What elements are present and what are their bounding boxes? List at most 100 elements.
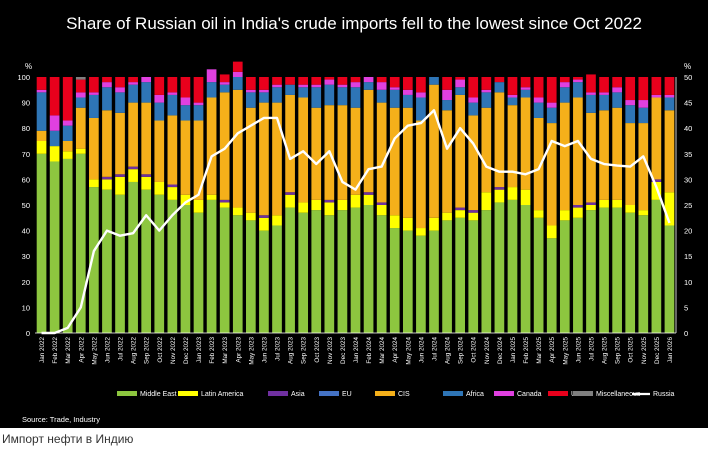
x-tick-label: Jun 2023 — [261, 337, 268, 363]
bar-africa — [429, 77, 439, 85]
bar-usa — [507, 77, 518, 95]
left-tick-label: 70 — [22, 150, 30, 159]
bar-latin-america — [546, 225, 557, 239]
bar-canada — [559, 82, 570, 88]
bar-cis — [89, 117, 99, 180]
bar-africa — [612, 92, 622, 108]
x-tick-label: Mar 2025 — [536, 337, 543, 364]
bar-cis — [337, 105, 348, 200]
bar-usa — [75, 79, 86, 93]
bar-middle-east — [429, 230, 439, 333]
bar-cis — [36, 130, 47, 141]
bar-latin-america — [494, 189, 505, 203]
bar-africa — [115, 92, 125, 113]
x-tick-label: Sep 2025 — [615, 337, 622, 364]
bar-latin-america — [416, 228, 426, 236]
bar-middle-east — [389, 228, 400, 333]
bar-canada — [442, 89, 452, 101]
right-tick-label: 30 — [684, 175, 692, 184]
bar-africa — [154, 102, 165, 121]
bar-africa — [507, 97, 518, 106]
bar-africa — [376, 89, 387, 103]
bar-usa — [232, 61, 243, 72]
bar-canada — [36, 89, 47, 93]
bar-cis — [442, 110, 452, 213]
right-tick-label: 25 — [684, 201, 692, 210]
bar-africa — [468, 102, 479, 116]
bar-latin-america — [311, 199, 322, 211]
bar-africa — [337, 87, 348, 106]
bar-middle-east — [376, 215, 387, 333]
left-tick-label: 20 — [22, 278, 30, 287]
bar-canada — [272, 84, 282, 88]
bar-latin-america — [62, 151, 73, 159]
legend-label: Africa — [466, 391, 484, 398]
bar-canada — [298, 84, 309, 88]
x-tick-label: Dec 2025 — [654, 337, 661, 364]
bar-usa — [533, 77, 544, 98]
bar-miscellaneous — [75, 77, 86, 80]
bar-latin-america — [337, 199, 348, 211]
bar-latin-america — [559, 210, 570, 221]
bar-africa — [167, 94, 178, 116]
bar-cis — [402, 107, 413, 218]
x-tick-label: Sep 2023 — [301, 337, 308, 364]
bar-canada — [533, 97, 544, 103]
x-tick-label: May 2023 — [248, 337, 255, 365]
bar-middle-east — [311, 210, 322, 333]
right-tick-label: 0 — [684, 329, 688, 338]
bar-asia — [324, 199, 335, 203]
bar-cis — [311, 107, 322, 200]
legend-swatch-cis — [375, 391, 395, 396]
left-tick-label: 60 — [22, 175, 30, 184]
line-russia — [41, 109, 671, 335]
bar-cis — [128, 102, 138, 167]
bar-africa — [586, 94, 596, 113]
bar-usa — [376, 77, 387, 83]
bar-latin-america — [259, 217, 269, 231]
image-caption: Импорт нефти в Индию — [2, 432, 134, 446]
bar-usa — [468, 77, 479, 98]
bar-usa — [324, 77, 335, 80]
bar-usa — [272, 77, 282, 85]
x-tick-label: Dec 2024 — [497, 337, 504, 364]
bar-africa — [599, 94, 609, 111]
x-tick-label: Apr 2022 — [78, 337, 85, 363]
bar-cis — [180, 120, 191, 195]
bar-middle-east — [154, 194, 165, 333]
x-tick-label: Dec 2023 — [340, 337, 347, 364]
bar-latin-america — [219, 202, 230, 208]
bar-middle-east — [599, 207, 609, 333]
x-tick-label: Oct 2025 — [628, 337, 635, 363]
bar-asia — [573, 205, 583, 208]
bar-latin-america — [455, 210, 465, 218]
bar-usa — [285, 77, 295, 85]
bar-latin-america — [75, 148, 86, 154]
bar-usa — [89, 77, 99, 93]
bar-africa — [533, 102, 544, 118]
x-tick-label: Aug 2024 — [445, 337, 452, 364]
bar-africa — [363, 82, 374, 90]
bar-canada — [102, 82, 112, 88]
bar-canada — [638, 100, 649, 108]
bar-middle-east — [350, 207, 361, 333]
bar-usa — [337, 77, 348, 85]
bar-latin-america — [285, 194, 295, 208]
bar-middle-east — [494, 202, 505, 333]
bar-cis — [363, 89, 374, 193]
bar-canada — [49, 115, 60, 131]
bar-africa — [481, 92, 492, 108]
legend-swatch-miscellaneous — [573, 391, 593, 396]
bar-canada — [167, 92, 178, 95]
bar-africa — [206, 82, 217, 98]
bar-usa — [246, 77, 256, 90]
bar-usa — [311, 77, 322, 85]
bar-cis — [429, 84, 439, 218]
legend-swatch-latin-america — [178, 391, 198, 396]
bar-cis — [599, 110, 609, 200]
bar-cis — [546, 123, 557, 226]
bar-latin-america — [49, 146, 60, 162]
bar-middle-east — [507, 199, 518, 333]
bar-latin-america — [167, 187, 178, 200]
bar-asia — [455, 207, 465, 211]
